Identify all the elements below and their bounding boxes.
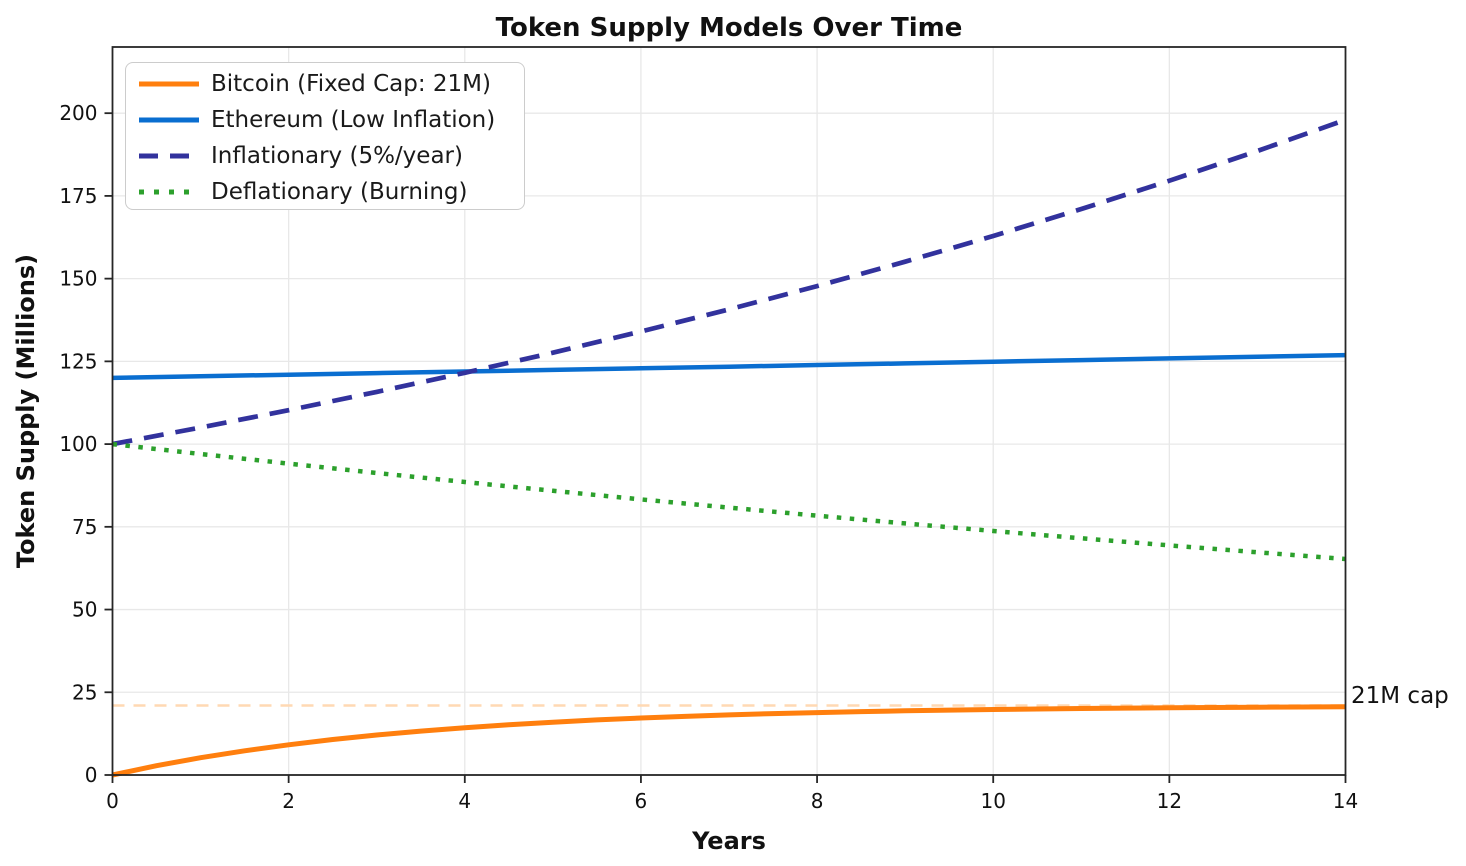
series-line-3 (112, 441, 1346, 562)
series-line-1 (112, 352, 1346, 381)
x-tick-label: 0 (106, 789, 119, 813)
x-tick-label: 14 (1333, 789, 1358, 813)
chart-title: Token Supply Models Over Time (496, 13, 963, 43)
y-tick-label: 50 (72, 598, 97, 622)
legend-item-2: Inflationary (5%/year) (138, 138, 524, 174)
legend-label: Deflationary (Burning) (211, 179, 468, 205)
y-axis-label: Token Supply (Millions) (12, 254, 40, 568)
legend-swatch-solid-line (139, 117, 199, 123)
legend-item-0: Bitcoin (Fixed Cap: 21M) (138, 66, 524, 102)
legend-swatch-dotted-line (139, 189, 199, 195)
y-tick-label: 75 (72, 515, 97, 539)
y-tick-label: 150 (59, 267, 97, 291)
y-tick-label: 0 (85, 763, 98, 787)
legend-label: Ethereum (Low Inflation) (211, 107, 496, 133)
series-line-2 (112, 117, 1347, 447)
legend-item-3: Deflationary (Burning) (138, 174, 524, 210)
legend-item-1: Ethereum (Low Inflation) (138, 102, 524, 138)
y-tick-label: 100 (59, 432, 97, 456)
legend: Bitcoin (Fixed Cap: 21M) Ethereum (Low In… (125, 62, 525, 210)
y-tick-label: 125 (59, 349, 97, 373)
legend-swatch-solid-line (139, 81, 199, 87)
axes-frame (111, 46, 1347, 776)
x-tick-label: 6 (635, 789, 648, 813)
gridlines (111, 47, 1347, 776)
x-axis-label: Years (691, 827, 766, 855)
x-tick-label: 10 (980, 789, 1005, 813)
legend-label: Bitcoin (Fixed Cap: 21M) (211, 71, 491, 97)
cap-annotation-label: 21M cap (1351, 683, 1449, 709)
y-tick-label: 175 (59, 184, 97, 208)
x-tick-label: 8 (811, 789, 824, 813)
axis-ticks (104, 112, 1347, 783)
x-tick-label: 2 (282, 789, 295, 813)
x-tick-label: 4 (458, 789, 471, 813)
y-tick-labels: 0 25 50 75 100 125 150 175 200 (59, 101, 97, 787)
legend-swatch-dashed-line (139, 153, 199, 159)
legend-label: Inflationary (5%/year) (211, 143, 463, 169)
y-tick-label: 25 (72, 680, 97, 704)
series-line-0 (111, 704, 1346, 778)
x-tick-label: 12 (1157, 789, 1182, 813)
x-tick-labels: 0 2 4 6 8 10 12 14 (106, 789, 1358, 813)
y-tick-label: 200 (59, 101, 97, 125)
series-lines (111, 117, 1347, 778)
